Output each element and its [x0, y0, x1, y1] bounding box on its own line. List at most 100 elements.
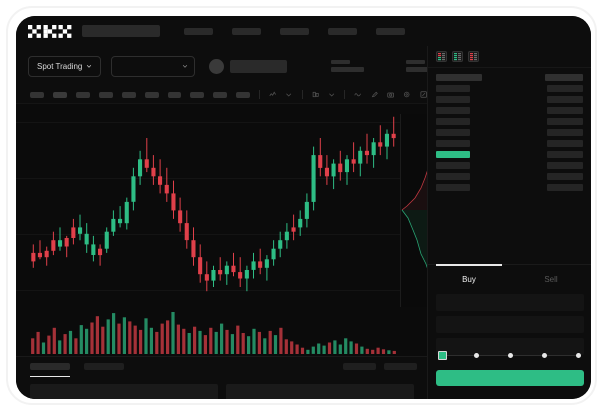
slider-stop-25[interactable] — [474, 353, 479, 358]
pencil-icon[interactable] — [371, 90, 378, 99]
global-search-input[interactable] — [82, 25, 160, 37]
timeframe-button-8[interactable] — [190, 91, 205, 98]
timeframe-button-7[interactable] — [167, 91, 182, 98]
chart-toolbar — [16, 86, 427, 104]
orderbook-cell-amount — [547, 140, 583, 147]
timeframe-button-5[interactable] — [121, 91, 136, 98]
orderbook-cell-price — [436, 162, 470, 169]
pair-coin-avatar — [209, 58, 225, 74]
orders-action-1[interactable] — [343, 363, 376, 370]
orderbook-both-icon[interactable] — [436, 51, 447, 62]
slider-handle[interactable] — [438, 351, 447, 360]
nav-item-1[interactable] — [184, 27, 213, 35]
tab-buy[interactable]: Buy — [428, 264, 510, 294]
toolbar-divider — [301, 90, 303, 99]
volume-series — [31, 312, 396, 354]
orderbook-row[interactable] — [436, 129, 583, 136]
order-amount-field[interactable] — [436, 316, 584, 333]
candlestick-series — [31, 116, 396, 292]
trading-pair-select[interactable] — [111, 55, 196, 77]
orders-panel — [16, 356, 427, 399]
orders-tab-open[interactable] — [30, 363, 70, 370]
orderbook-row[interactable] — [436, 118, 583, 125]
chart-gridline — [16, 290, 427, 291]
order-form — [428, 294, 591, 399]
order-price-field[interactable] — [436, 294, 584, 311]
indicator-icon[interactable] — [269, 90, 276, 99]
orders-tabs — [30, 363, 124, 370]
timeframe-button-2[interactable] — [52, 91, 67, 98]
orderbook-row[interactable] — [436, 162, 583, 169]
stat-2 — [406, 60, 440, 72]
chevron-down-icon[interactable] — [328, 90, 335, 99]
orderbook-cell-amount — [547, 173, 583, 180]
orderbook-cell-price — [436, 140, 470, 147]
fullscreen-icon[interactable] — [420, 90, 427, 99]
orderbook-row-header[interactable] — [436, 74, 583, 81]
timeframe-button-9[interactable] — [213, 91, 228, 98]
stat-2-value — [406, 67, 440, 72]
orderbook-cell-price — [436, 129, 470, 136]
chart-gridline — [16, 122, 427, 123]
slider-stop-100[interactable] — [576, 353, 581, 358]
toolbar-divider — [344, 90, 346, 99]
orderbook-rows[interactable] — [428, 68, 591, 191]
timeframe-button-10[interactable] — [236, 91, 251, 98]
orderbook-row[interactable] — [436, 85, 583, 92]
nav-item-2[interactable] — [232, 27, 261, 35]
tab-sell[interactable]: Sell — [544, 275, 558, 284]
slider-stop-75[interactable] — [542, 353, 547, 358]
orderbook-cell-amount — [547, 162, 583, 169]
orderbook-row[interactable] — [436, 107, 583, 114]
spot-trading-dropdown[interactable]: Spot Trading — [28, 55, 102, 77]
order-total-field[interactable] — [436, 338, 584, 355]
price-chart[interactable] — [16, 104, 427, 356]
chevron-down-icon[interactable] — [285, 90, 292, 99]
orderbook-cell-amount — [547, 118, 583, 125]
orders-tab-history[interactable] — [84, 363, 124, 370]
nav-item-3[interactable] — [280, 27, 309, 35]
wave-line-icon[interactable] — [354, 90, 362, 99]
okx-logo[interactable] — [28, 24, 72, 38]
trade-side-tabs: Buy Sell — [428, 264, 591, 294]
orderbook-cell-amount — [547, 96, 583, 103]
chevron-down-icon — [87, 64, 92, 68]
nav-item-5[interactable] — [376, 27, 405, 35]
orders-action-2[interactable] — [384, 363, 417, 370]
timeframe-button-4[interactable] — [98, 91, 113, 98]
orderbook-asks-icon[interactable] — [468, 51, 479, 62]
orderbook-row[interactable] — [436, 184, 583, 191]
timeframe-button-1[interactable] — [30, 91, 44, 98]
orderbook-cell-amount — [547, 129, 583, 136]
stat-1-label — [331, 60, 351, 64]
stat-1 — [331, 60, 365, 72]
orderbook-cell-price — [436, 184, 470, 191]
orderbook-row[interactable] — [436, 173, 583, 180]
orderbook-row[interactable] — [436, 96, 583, 103]
submit-buy-button[interactable] — [436, 370, 584, 386]
orderbook-cell-amount — [547, 184, 583, 191]
settings-gear-icon[interactable] — [403, 90, 410, 99]
orderbook-header — [428, 46, 591, 68]
top-navigation-bar — [16, 16, 591, 46]
camera-icon[interactable] — [387, 90, 394, 99]
toolbar-divider — [259, 90, 261, 99]
app-screen: Spot Trading — [16, 16, 591, 399]
timeframe-button-6[interactable] — [144, 91, 159, 98]
compare-icon[interactable] — [312, 90, 319, 99]
orderbook-row-last-price[interactable] — [436, 151, 583, 158]
orderbook-cell-amount — [547, 151, 583, 158]
nav-item-4[interactable] — [328, 27, 357, 35]
nav-items — [184, 27, 405, 35]
orderbook-row[interactable] — [436, 140, 583, 147]
orderbook-bids-icon[interactable] — [452, 51, 463, 62]
order-percent-slider[interactable] — [438, 351, 583, 360]
stat-2-label — [406, 60, 426, 64]
device-frame: Spot Trading — [6, 6, 597, 405]
chart-gridline — [16, 234, 427, 235]
stat-1-value — [331, 67, 365, 72]
timeframe-button-3[interactable] — [75, 91, 90, 98]
orderbook-cell-price — [436, 107, 470, 114]
spot-trading-label: Spot Trading — [37, 61, 83, 71]
slider-stop-50[interactable] — [508, 353, 513, 358]
